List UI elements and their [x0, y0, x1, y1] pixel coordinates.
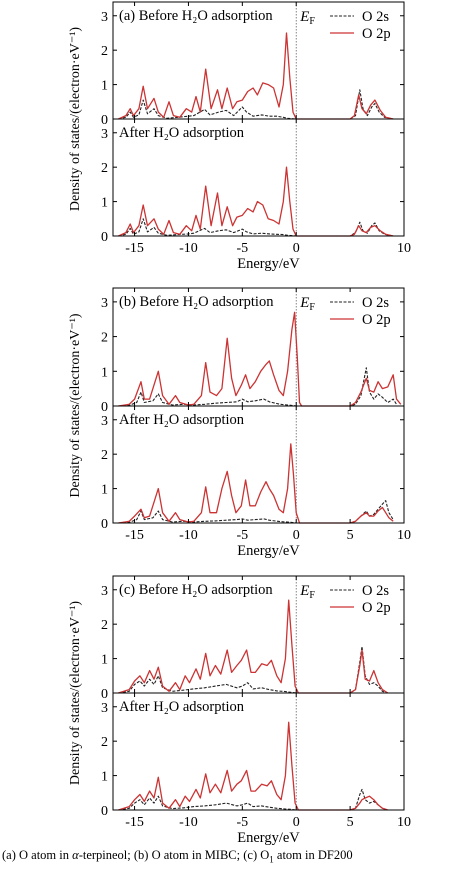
- y-tick-label: 2: [101, 331, 108, 346]
- y-tick-label: 3: [101, 127, 108, 142]
- x-axis-label: Energy/eV: [237, 256, 300, 272]
- panel-label: After H₂O adsorption: [119, 412, 245, 428]
- x-tick-label: -15: [125, 528, 144, 543]
- x-tick-label: -5: [236, 241, 248, 256]
- y-tick-label: 2: [101, 161, 108, 176]
- x-tick-label: 5: [347, 528, 354, 543]
- y-axis-label: Density of states/(electron·eV⁻¹): [68, 601, 83, 786]
- x-tick-label: -15: [125, 241, 144, 256]
- y-tick-label: 2: [101, 618, 108, 633]
- x-tick-label: 0: [293, 815, 300, 830]
- x-axis-label: Energy/eV: [237, 543, 300, 559]
- caption-part-b: -terpineol; (b) O atom in MIBC; (c) O: [78, 848, 270, 862]
- panel-a-after: 0 1 2 3 After H₂O adsorption: [101, 119, 405, 245]
- panel-b-before: 0 1 2 3 (b) Before H₂O adsorption: [101, 288, 405, 415]
- x-tick-label: -10: [179, 241, 198, 256]
- y-axis-label: Density of states/(electron·eV⁻¹): [68, 27, 83, 212]
- y-tick-label: 1: [101, 653, 108, 668]
- x-tick-label: -10: [179, 528, 198, 543]
- series-o-2p: [118, 311, 402, 407]
- x-tick-label: -5: [236, 528, 248, 543]
- series-o-2p: [118, 32, 394, 120]
- caption-part-a: (a) O atom in: [2, 848, 73, 862]
- x-tick-label: 5: [347, 815, 354, 830]
- y-tick-label: 0: [101, 517, 108, 532]
- series-o-2s: [118, 218, 394, 237]
- y-tick-label: 0: [101, 804, 108, 819]
- legend-label-o-2s: O 2s: [362, 583, 389, 599]
- figure-caption: (a) O atom in α-terpineol; (b) O atom in…: [2, 848, 458, 865]
- series-o-2s: [118, 367, 397, 407]
- panel-label: After H₂O adsorption: [119, 699, 245, 715]
- x-tick-label: 10: [397, 528, 411, 543]
- x-axis-label: Energy/eV: [237, 830, 300, 846]
- y-tick-label: 1: [101, 483, 108, 498]
- series-o-2p: [118, 443, 394, 524]
- x-tick-label: 0: [293, 241, 300, 256]
- y-tick-label: 2: [101, 448, 108, 463]
- y-tick-label: 3: [101, 584, 108, 599]
- panel-label: After H₂O adsorption: [119, 125, 245, 141]
- legend-label-o-2s: O 2s: [362, 9, 389, 25]
- y-tick-label: 0: [101, 400, 108, 415]
- series-o-2p: [118, 166, 394, 237]
- panel-c-after: 0 1 2 3 After H₂O adsorption: [101, 693, 405, 819]
- y-tick-label: 0: [101, 687, 108, 702]
- panel-label: (c) Before H₂O adsorption: [119, 582, 273, 598]
- x-tick-label: 10: [397, 241, 411, 256]
- y-tick-label: 3: [101, 414, 108, 429]
- y-axis-label: Density of states/(electron·eV⁻¹): [68, 313, 83, 498]
- series-o-2s: [118, 788, 388, 811]
- chart-a: 0 1 2 3 (a) Before H₂O adsorption 0 1 2 3 After H…: [68, 1, 411, 272]
- x-tick-label: -5: [236, 815, 248, 830]
- caption-part-c: atom in DF200: [273, 848, 353, 862]
- y-tick-label: 3: [101, 701, 108, 716]
- y-tick-label: 0: [101, 230, 108, 245]
- legend-label-o-2p: O 2p: [362, 312, 391, 328]
- fermi-subscript: F: [309, 16, 315, 27]
- legend-label-o-2s: O 2s: [362, 295, 389, 311]
- y-tick-label: 1: [101, 79, 108, 94]
- panel-b-after: 0 1 2 3 After H₂O adsorption: [101, 406, 405, 532]
- panel-label: (b) Before H₂O adsorption: [119, 294, 274, 310]
- y-tick-label: 1: [101, 196, 108, 211]
- fermi-label: EF: [299, 295, 315, 313]
- x-tick-label: 10: [397, 815, 411, 830]
- legend-label-o-2p: O 2p: [362, 26, 391, 42]
- x-tick-label: 0: [293, 528, 300, 543]
- panel-label: (a) Before H₂O adsorption: [119, 8, 273, 24]
- y-tick-label: 2: [101, 44, 108, 59]
- y-tick-label: 3: [101, 296, 108, 311]
- fermi-subscript: F: [309, 302, 315, 313]
- y-tick-label: 2: [101, 735, 108, 750]
- x-tick-label: -10: [179, 815, 198, 830]
- series-o-2s: [118, 500, 394, 524]
- chart-c: 0 1 2 3 (c) Before H₂O adsorption 0 1 2 3 After H…: [68, 575, 411, 846]
- series-o-2s: [118, 89, 394, 120]
- chart-b: 0 1 2 3 (b) Before H₂O adsorption 0 1 2 3 After H…: [68, 287, 411, 559]
- legend-label-o-2p: O 2p: [362, 600, 391, 616]
- series-o-2p: [118, 599, 389, 694]
- y-tick-label: 1: [101, 365, 108, 380]
- y-tick-label: 3: [101, 10, 108, 25]
- x-tick-label: -15: [125, 815, 144, 830]
- y-tick-label: 0: [101, 113, 108, 128]
- y-tick-label: 1: [101, 770, 108, 785]
- panel-a-before: 0 1 2 3 (a) Before H₂O adsorption: [101, 2, 405, 128]
- fermi-label: EF: [299, 583, 315, 601]
- caption-alpha: α: [72, 848, 79, 862]
- series-o-2p: [118, 721, 388, 811]
- fermi-label: EF: [299, 9, 315, 27]
- caption-subscript: 1: [269, 854, 274, 865]
- panel-c-before: 0 1 2 3 (c) Before H₂O adsorption: [101, 576, 405, 702]
- fermi-subscript: F: [309, 590, 315, 601]
